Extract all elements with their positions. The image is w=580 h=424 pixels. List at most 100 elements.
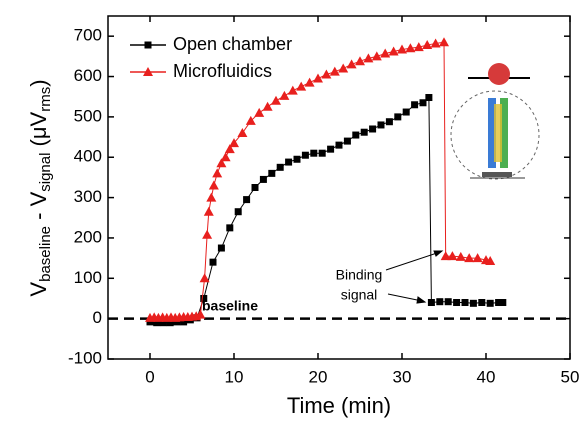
marker [425,94,433,102]
marker [321,69,332,79]
marker [262,101,273,111]
marker [285,158,293,166]
y-label-part: rms [37,87,54,112]
x-tick-label: 40 [477,367,496,386]
marker [338,63,349,73]
y-label-part: (μV [26,111,51,152]
marker [464,253,475,263]
marker [355,56,365,66]
marker [430,38,441,48]
marker [453,299,461,307]
marker [146,318,154,326]
y-label-part: baseline [37,226,54,282]
marker [363,53,374,63]
marker [394,113,402,121]
marker [293,155,301,163]
marker [439,37,449,47]
marker [276,163,284,171]
x-tick-label: 50 [561,367,580,386]
x-tick-label: 10 [225,367,244,386]
y-tick-label: -100 [68,348,102,367]
marker [346,59,357,69]
marker [254,107,265,117]
y-tick-label: 500 [74,106,102,125]
marker [208,180,219,190]
marker [301,151,309,159]
marker [495,299,503,307]
y-tick-label: 700 [74,26,102,45]
marker [413,42,424,52]
marker [159,319,167,327]
marker [444,298,452,306]
marker [199,273,210,283]
y-tick-label: 300 [74,187,102,206]
marker [310,149,318,157]
marker [486,299,494,307]
y-label-part: V [26,282,51,297]
marker [234,208,242,216]
marker [397,44,407,54]
x-tick-label: 30 [393,367,412,386]
marker [411,101,419,109]
legend-label: Open chamber [173,34,292,54]
marker [203,206,214,216]
marker [447,251,458,261]
marker [251,184,259,191]
marker [318,149,326,157]
marker [485,255,496,265]
marker [166,319,174,327]
marker [271,95,281,105]
marker [369,125,377,133]
marker [499,299,507,307]
baseline-annotation: baseline [202,298,258,314]
y-label-part: signal [37,153,54,192]
legend-label: Microfluidics [173,61,272,81]
marker [380,48,391,58]
y-tick-label: 600 [74,66,102,85]
x-axis-label: Time (min) [287,393,391,418]
marker [195,309,206,319]
marker [343,137,351,145]
marker [360,128,368,136]
marker [259,175,267,183]
marker [216,158,227,168]
marker [440,251,451,261]
marker [472,253,483,263]
marker [329,66,340,76]
y-tick-label: 400 [74,147,102,166]
x-tick-label: 0 [145,367,154,386]
annotation-arrows [385,250,444,304]
marker [268,169,276,177]
marker [385,118,393,126]
plot-frame [107,15,571,360]
marker [335,141,343,149]
marker [180,318,188,326]
marker [422,40,433,50]
marker [153,319,161,327]
marker [220,152,231,162]
marker [226,224,234,232]
marker [371,51,382,61]
marker [427,299,435,307]
y-tick-label: 200 [74,227,102,246]
marker [224,144,235,154]
marker [217,244,225,252]
inset-illustration [450,63,540,180]
y-label-part: - V [26,191,51,226]
binding-annotation: Binding [336,267,383,283]
x-tick-label: 20 [309,367,328,386]
marker [296,81,307,91]
binding-annotation: signal [341,287,378,303]
y-axis-label: Vbaseline - Vsignal (μVrms) [26,79,54,296]
marker [202,229,213,239]
marker [461,299,469,307]
marker [206,192,217,202]
marker [173,318,181,326]
marker [402,108,410,116]
marker [327,145,335,153]
marker [455,251,466,261]
marker [279,90,290,100]
marker [469,299,477,307]
marker [405,43,416,53]
marker [287,85,298,95]
